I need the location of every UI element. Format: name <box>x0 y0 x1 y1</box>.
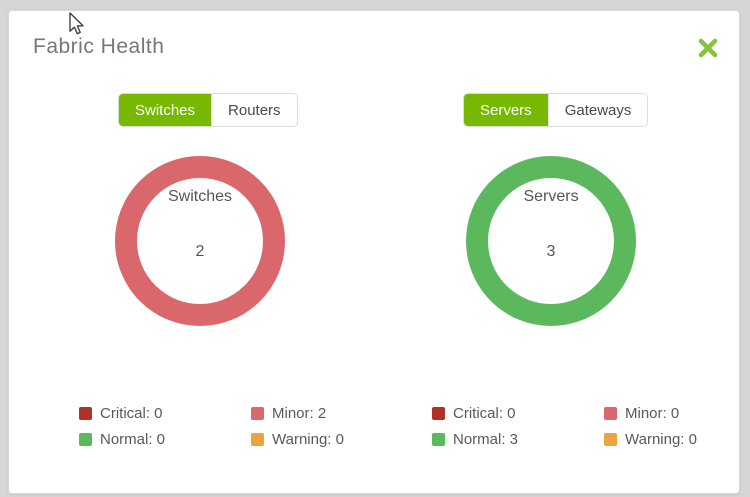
legend-text: Warning: 0 <box>272 430 344 448</box>
legend-text: Warning: 0 <box>625 430 697 448</box>
legend-text: Normal: 0 <box>100 430 166 448</box>
normal-swatch-icon <box>432 432 445 446</box>
normal-swatch-icon <box>79 432 92 446</box>
minor-swatch-icon <box>251 406 264 420</box>
toggle-switches[interactable]: Switches <box>119 94 212 126</box>
warning-swatch-icon <box>604 432 617 446</box>
legend-text: Minor: 0 <box>625 404 680 422</box>
close-button[interactable] <box>696 36 720 60</box>
donut-value: 2 <box>195 243 205 260</box>
toggle-routers[interactable]: Routers <box>211 94 297 126</box>
legend-text: Minor: 2 <box>272 404 327 422</box>
minor-swatch-icon <box>604 406 617 420</box>
critical-swatch-icon <box>432 406 445 420</box>
fabric-health-dialog: Fabric Health Switches Routers Switches … <box>8 10 740 494</box>
close-icon <box>696 38 720 63</box>
dialog-title: Fabric Health <box>33 35 165 58</box>
legend-item-minor: Minor: 0 <box>604 404 750 422</box>
warning-swatch-icon <box>251 432 264 446</box>
switches-legend: Critical: 0 Minor: 2 Normal: 0 Warning: … <box>79 404 423 448</box>
switches-donut-chart[interactable]: Switches 2 <box>115 156 285 326</box>
legend-text: Critical: 0 <box>453 404 516 422</box>
critical-swatch-icon <box>79 406 92 420</box>
legend-item-critical: Critical: 0 <box>432 404 604 422</box>
donut-title: Switches <box>167 188 233 205</box>
legend-item-critical: Critical: 0 <box>79 404 251 422</box>
legend-text: Normal: 3 <box>453 430 519 448</box>
donut-value: 3 <box>546 243 556 260</box>
servers-legend: Critical: 0 Minor: 0 Normal: 3 Warning: … <box>432 404 750 448</box>
toggle-gateways[interactable]: Gateways <box>547 94 648 126</box>
legend-text: Critical: 0 <box>100 404 163 422</box>
legend-item-warning: Warning: 0 <box>604 430 750 448</box>
servers-donut-chart[interactable]: Servers 3 <box>466 156 636 326</box>
legend-item-normal: Normal: 3 <box>432 430 604 448</box>
donut-title: Servers <box>523 188 579 205</box>
legend-item-warning: Warning: 0 <box>251 430 423 448</box>
toggle-servers[interactable]: Servers <box>464 94 548 126</box>
legend-item-normal: Normal: 0 <box>79 430 251 448</box>
switches-routers-toggle: Switches Routers <box>119 94 297 126</box>
legend-item-minor: Minor: 2 <box>251 404 423 422</box>
servers-gateways-toggle: Servers Gateways <box>464 94 648 126</box>
